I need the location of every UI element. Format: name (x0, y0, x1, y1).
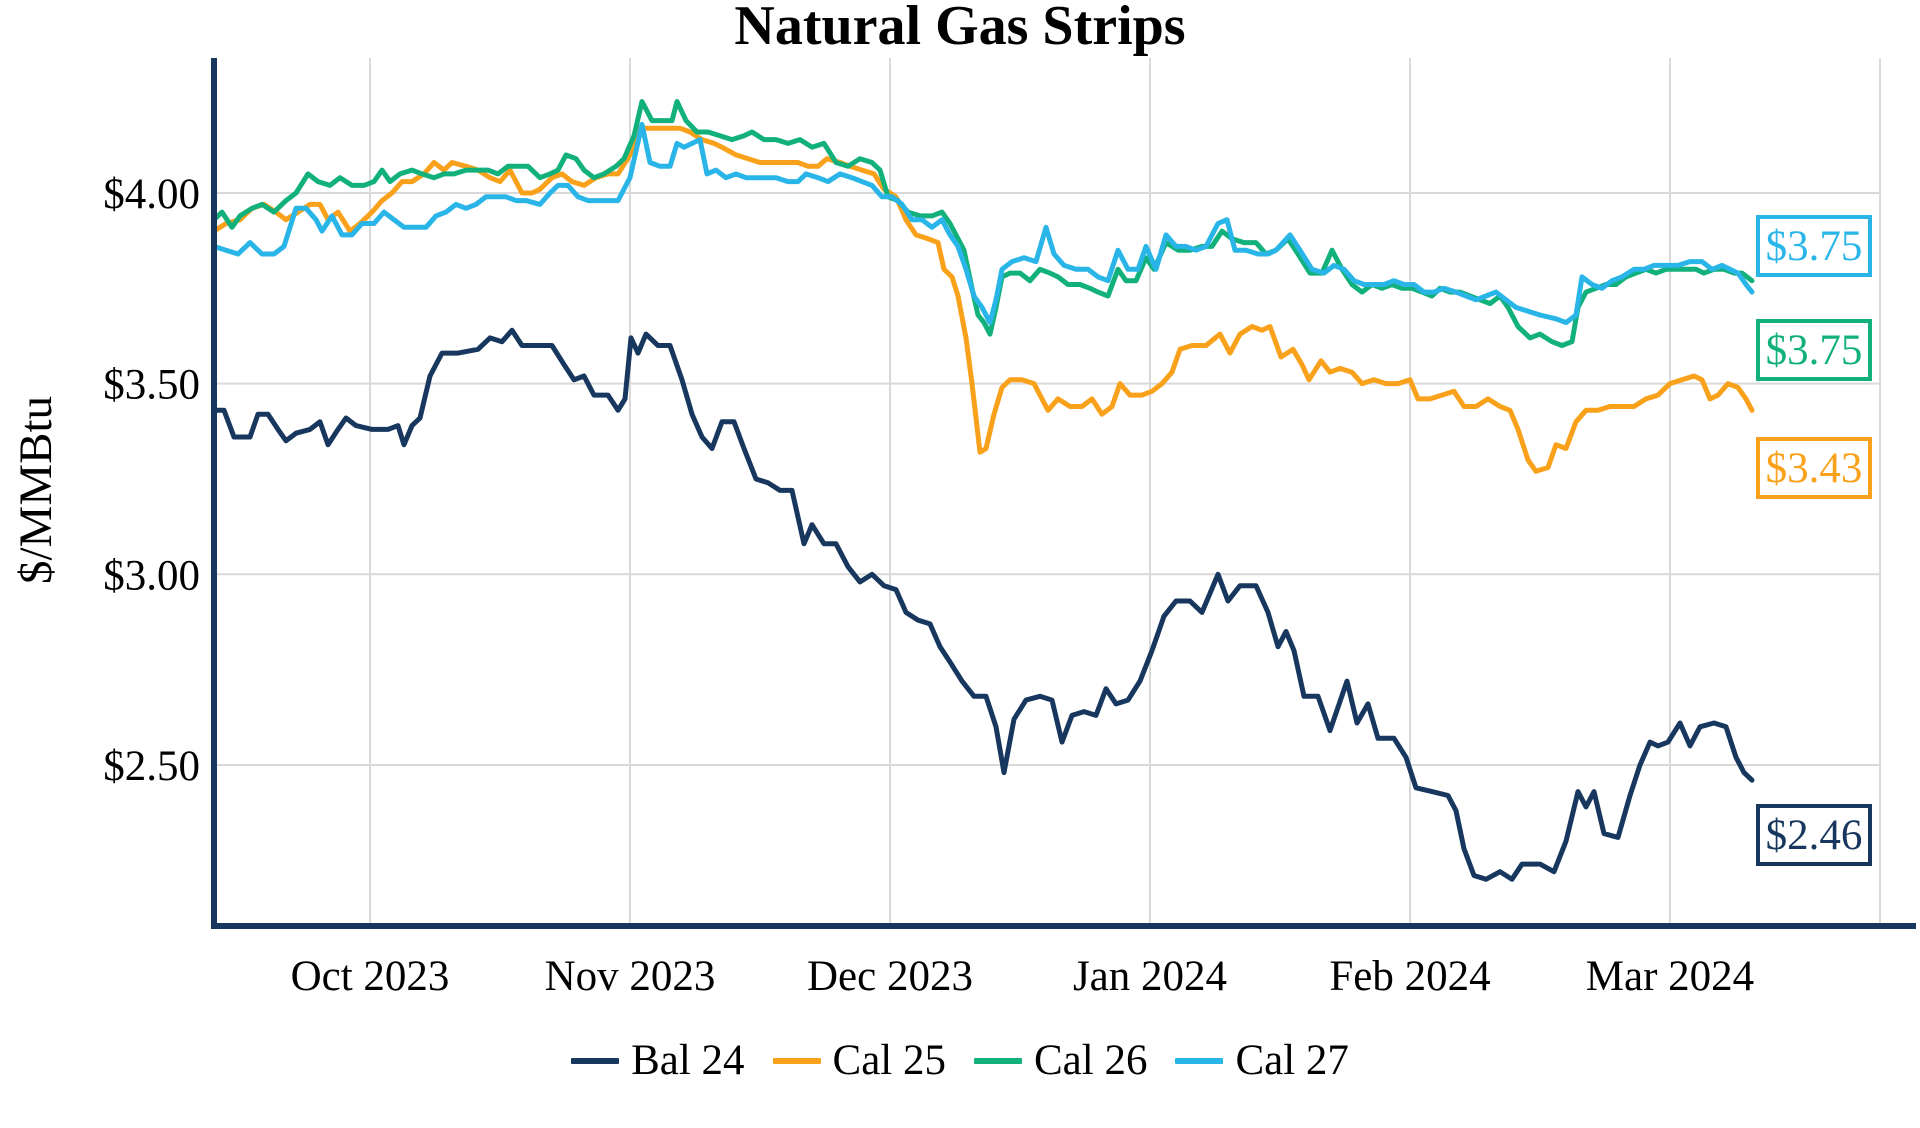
legend-label: Cal 27 (1235, 1037, 1349, 1084)
y-tick-label: $2.50 (103, 743, 200, 790)
y-tick-label: $4.00 (103, 171, 200, 218)
legend-swatch-icon (974, 1057, 1022, 1064)
series-line-bal-24 (211, 327, 1755, 882)
series-line-cal-25 (211, 125, 1755, 474)
end-price-label-cal-27: $3.75 (1756, 215, 1872, 277)
x-tick-label: Jan 2024 (1073, 953, 1227, 1000)
legend-item-bal-24: Bal 24 (571, 1036, 745, 1085)
legend-swatch-icon (1175, 1057, 1224, 1064)
legend-item-cal-25: Cal 25 (772, 1036, 946, 1085)
legend-label: Cal 26 (1034, 1037, 1148, 1084)
legend-swatch-icon (772, 1057, 821, 1064)
chart-title: Natural Gas Strips (734, 0, 1186, 57)
x-tick-label: Oct 2023 (291, 953, 450, 1000)
end-price-label-bal-24: $2.46 (1756, 804, 1872, 866)
end-price-label-cal-25: $3.43 (1756, 437, 1872, 499)
x-tick-label: Nov 2023 (545, 953, 716, 1000)
legend-label: Bal 24 (631, 1037, 745, 1084)
gridlines (214, 58, 1881, 926)
legend-item-cal-26: Cal 26 (974, 1036, 1147, 1085)
legend-label: Cal 25 (832, 1037, 946, 1084)
x-tick-label: Feb 2024 (1329, 953, 1490, 1000)
end-price-label-cal-26: $3.75 (1756, 319, 1872, 381)
y-tick-label: $3.50 (103, 362, 200, 409)
series-line-cal-27 (211, 121, 1755, 326)
axis-spines (211, 58, 1916, 929)
y-tick-label: $3.00 (103, 552, 200, 599)
x-tick-label: Dec 2023 (807, 953, 973, 1000)
legend-item-cal-27: Cal 27 (1175, 1036, 1349, 1085)
legend: Bal 24 Cal 25 Cal 26 Cal 27 (0, 1036, 1920, 1085)
legend-swatch-icon (571, 1057, 620, 1064)
x-tick-label: Mar 2024 (1586, 953, 1754, 1000)
